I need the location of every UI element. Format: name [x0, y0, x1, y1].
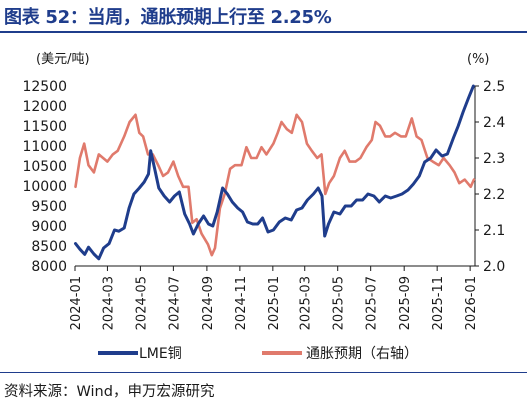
x-tick-label: 2024-11	[234, 276, 249, 330]
right-axis-unit-label: (%)	[467, 52, 490, 67]
right-tick-label: 2.2	[483, 187, 505, 203]
right-axis-ticks: 2.0 2.1 2.2 2.3 2.4 2.5	[475, 79, 505, 275]
left-axis-ticks: 8000 8500 9000 9500 10000 10500 11000 11500 1200…	[22, 79, 67, 275]
series-layer	[74, 84, 476, 261]
legend-label-inflation-expectation: 通胀预期（右轴）	[306, 346, 418, 362]
x-tick-label: 2025-03	[299, 276, 314, 330]
x-tick-label: 2025-09	[398, 276, 413, 330]
left-tick-label: 10000	[22, 179, 67, 195]
left-tick-label: 8000	[31, 259, 67, 275]
source-note: 资料来源：Wind，申万宏源研究	[4, 384, 215, 400]
right-tick-label: 2.5	[483, 79, 505, 95]
left-tick-label: 11500	[22, 119, 67, 135]
left-tick-label: 11000	[22, 139, 67, 155]
left-axis-unit-label: (美元/吨)	[36, 52, 90, 67]
legend: LME铜 通胀预期（右轴）	[98, 346, 418, 362]
left-tick-label: 9500	[31, 199, 67, 215]
right-tick-label: 2.0	[483, 259, 505, 275]
x-axis-ticks: 2024-01 2024-03 2024-05 2024-07 2024-09 2024-…	[69, 266, 479, 330]
x-tick-label: 2025-01	[267, 276, 282, 330]
left-tick-label: 8500	[31, 239, 67, 255]
right-tick-label: 2.1	[483, 223, 505, 239]
legend-label-lme-copper: LME铜	[139, 346, 182, 362]
chart-area: (美元/吨) (%) 8000 8500 9000 9500 10000 10500 110…	[22, 52, 505, 362]
left-tick-label: 9000	[31, 219, 67, 235]
x-tick-label: 2026-01	[464, 276, 479, 330]
x-tick-label: 2024-09	[201, 276, 216, 330]
left-tick-label: 12500	[22, 79, 67, 95]
right-tick-label: 2.3	[483, 151, 505, 167]
x-tick-label: 2025-05	[332, 276, 347, 330]
source-divider	[0, 372, 527, 373]
left-tick-label: 12000	[22, 99, 67, 115]
x-tick-label: 2024-07	[167, 276, 182, 330]
x-tick-label: 2024-03	[101, 276, 116, 330]
series-line-inflation-expectation	[74, 113, 476, 257]
series-line-lme-copper	[74, 84, 475, 261]
right-tick-label: 2.4	[483, 115, 505, 131]
title-divider	[0, 31, 527, 33]
x-tick-label: 2024-05	[134, 276, 149, 330]
x-tick-label: 2025-07	[365, 276, 380, 330]
x-tick-label: 2025-11	[431, 276, 446, 330]
x-tick-label: 2024-01	[69, 276, 84, 330]
figure-title: 图表 52：当周，通胀预期上行至 2.25%	[4, 7, 332, 28]
left-tick-label: 10500	[22, 159, 67, 175]
